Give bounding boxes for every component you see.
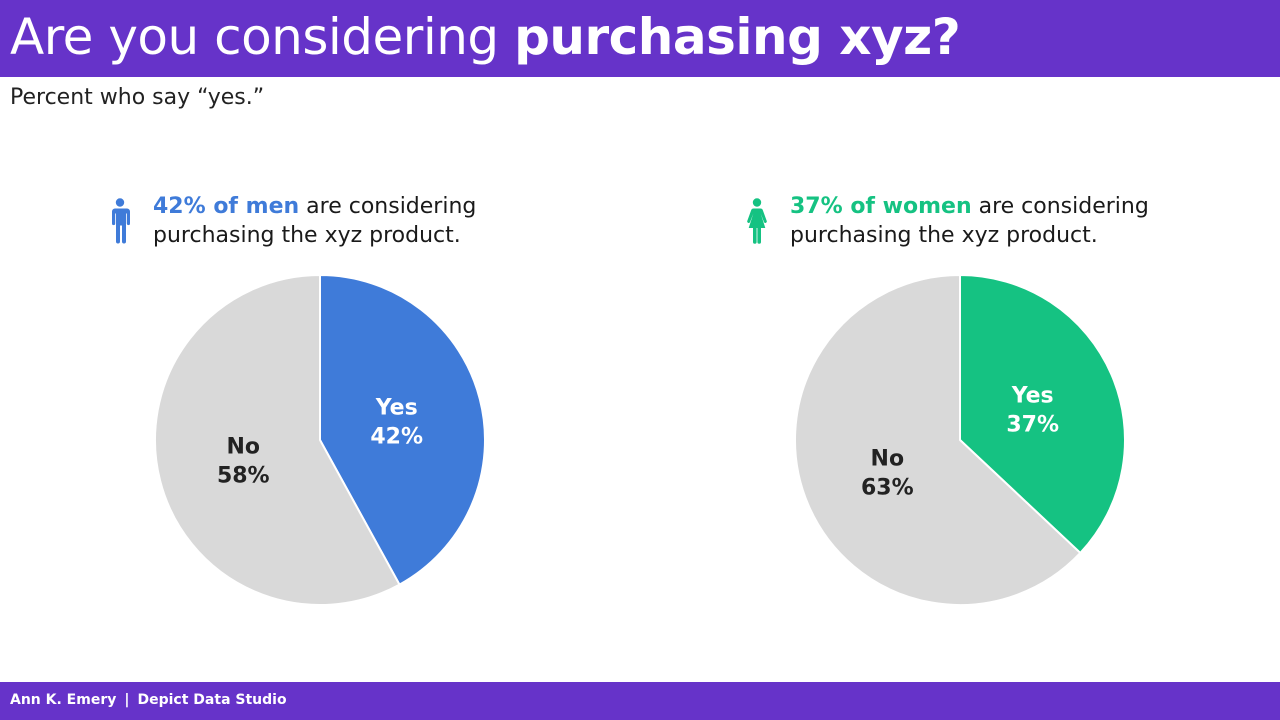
women-label-value: 37% [1006, 413, 1059, 438]
women-label-no: No 63% [861, 446, 914, 500]
women-caption: 37% of women are considering purchasing … [790, 192, 1149, 250]
footer-credit: Ann K. Emery | Depict Data Studio [10, 682, 287, 718]
men-slice-yes [319, 273, 486, 586]
men-label-category: No [227, 435, 261, 460]
woman-icon [747, 198, 767, 244]
men-caption: 42% of men are considering purchasing th… [153, 192, 476, 250]
women-label-value: 63% [861, 475, 914, 500]
men-label-no: No 58% [217, 435, 270, 489]
footer-studio: Depict Data Studio [137, 692, 287, 708]
men-highlight: 42% of men [153, 194, 300, 219]
women-pie-chart: Yes 37% No 63% [794, 273, 1126, 606]
men-slice-no [154, 273, 401, 606]
women-label-yes: Yes 37% [1006, 384, 1059, 438]
title-bold: purchasing xyz? [514, 8, 961, 66]
footer-bar: Ann K. Emery | Depict Data Studio [0, 682, 1280, 720]
title-light: Are you considering [10, 8, 515, 66]
page-title: Are you considering purchasing xyz? [10, 4, 961, 70]
men-caption-rest: are considering [299, 194, 477, 219]
page-subtitle: Percent who say “yes.” [10, 85, 265, 110]
men-label-yes: Yes 42% [370, 395, 423, 449]
man-icon [112, 198, 130, 244]
women-caption-rest: are considering [971, 194, 1149, 219]
men-panel-header: 42% of men are considering purchasing th… [109, 192, 529, 252]
women-slice-no [794, 273, 1082, 606]
women-panel-header: 37% of women are considering purchasing … [746, 192, 1186, 252]
women-label-category: Yes [1011, 384, 1054, 409]
title-bar: Are you considering purchasing xyz? [0, 0, 1280, 77]
women-caption-line2: purchasing the xyz product. [790, 223, 1098, 248]
men-label-value: 58% [217, 464, 270, 489]
footer-separator: | [124, 692, 130, 708]
men-label-category: Yes [375, 395, 418, 420]
men-caption-line2: purchasing the xyz product. [153, 223, 461, 248]
women-highlight: 37% of women [790, 194, 972, 219]
women-label-category: No [871, 446, 905, 471]
women-slice-yes [959, 273, 1126, 555]
men-label-value: 42% [370, 424, 423, 449]
men-pie-chart: Yes 42% No 58% [154, 273, 486, 606]
footer-author: Ann K. Emery [10, 692, 117, 708]
